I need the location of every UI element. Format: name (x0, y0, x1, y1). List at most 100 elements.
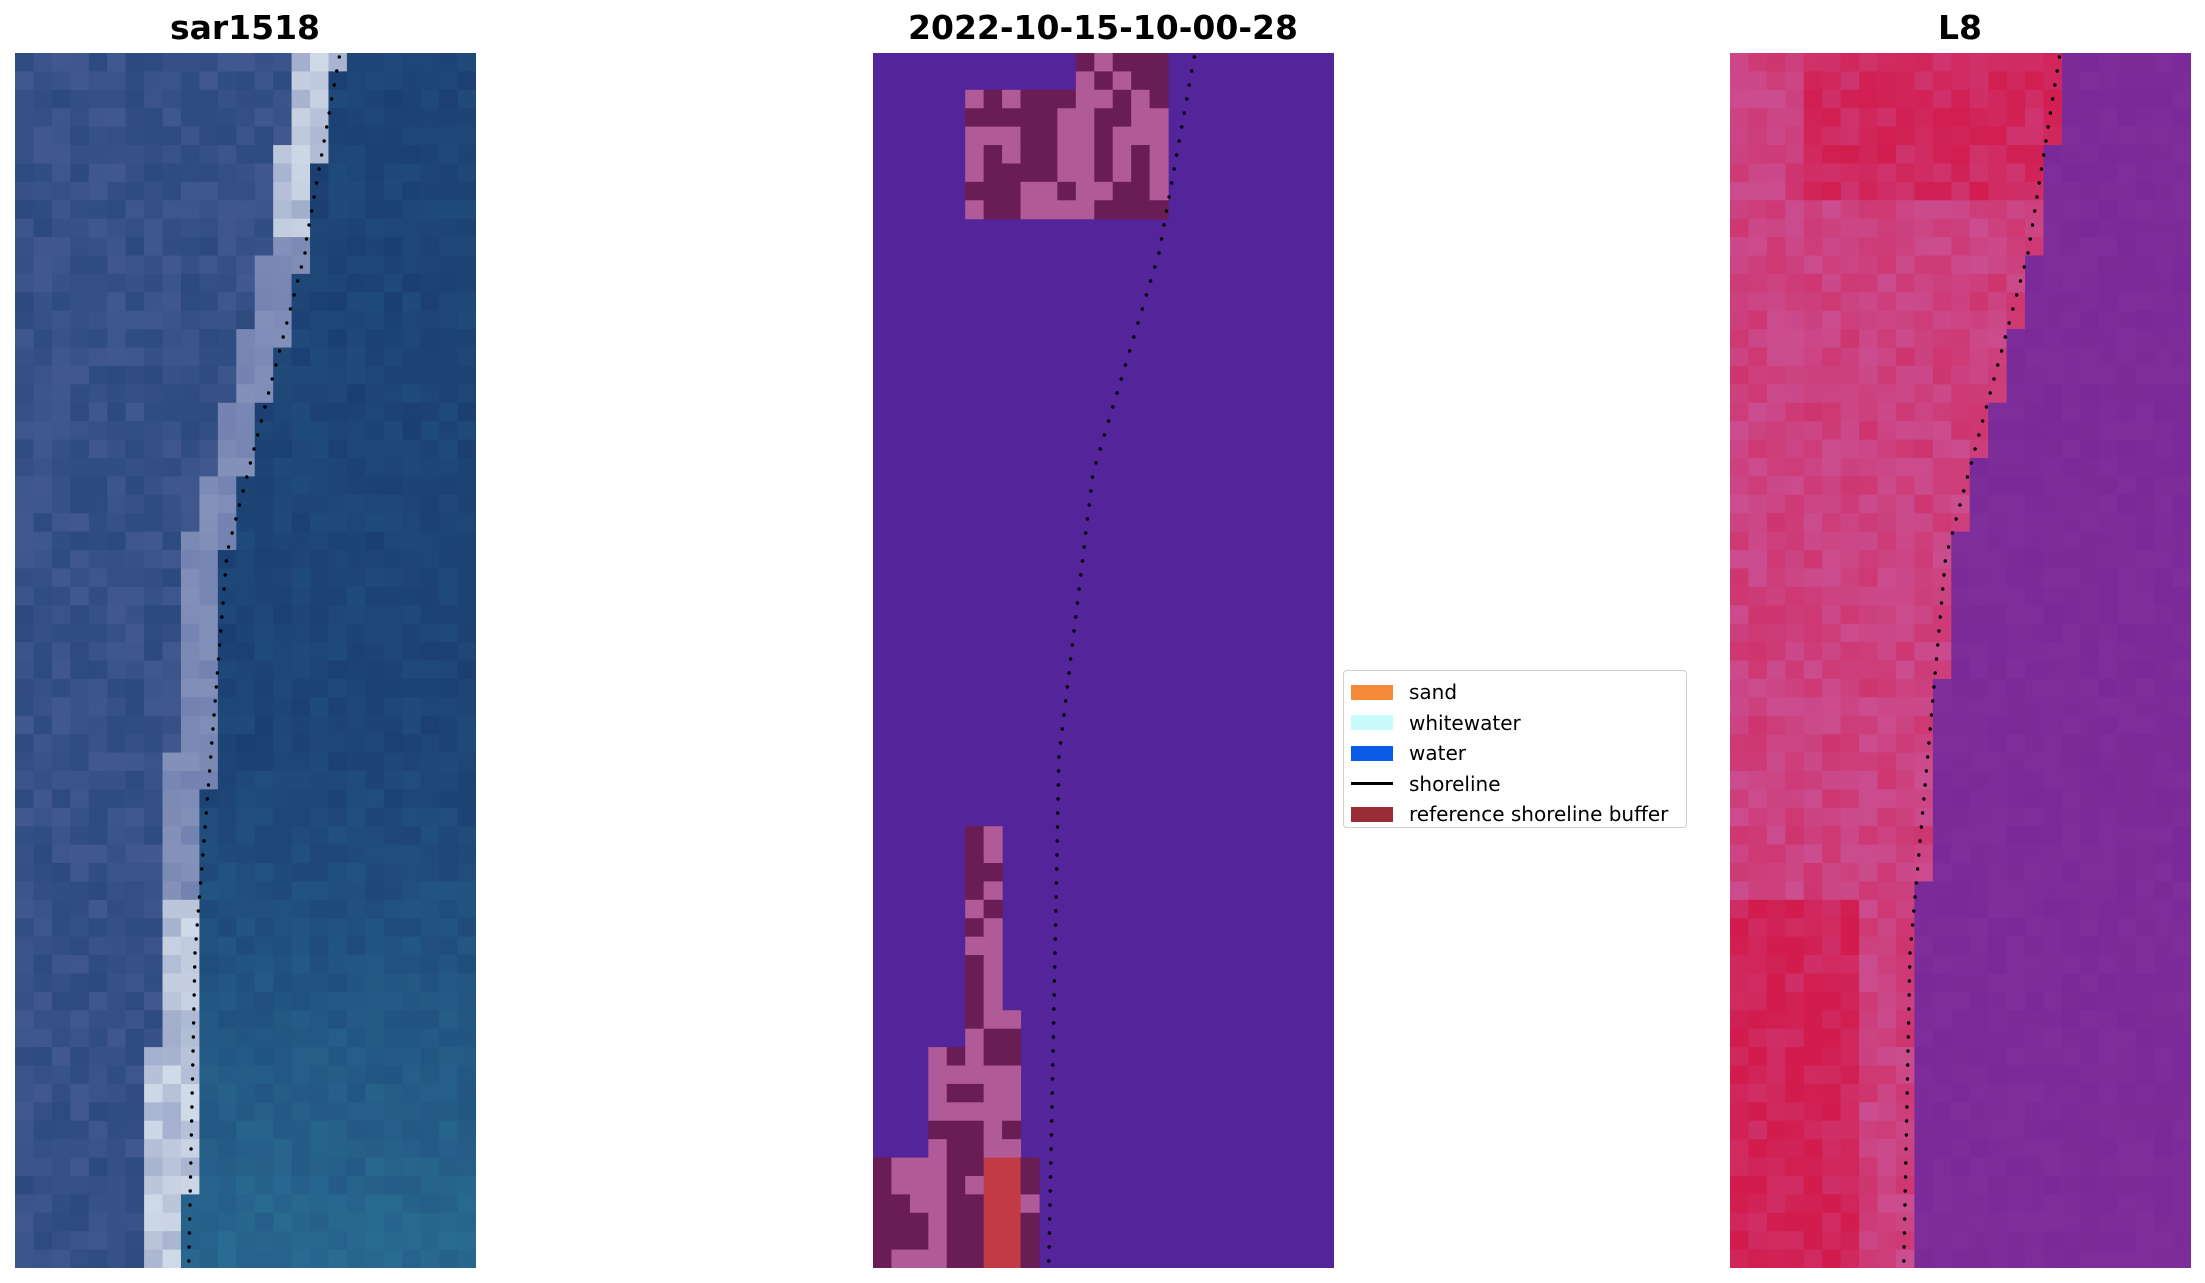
image-pixel (383, 402, 403, 422)
image-pixel (2061, 292, 2081, 312)
image-pixel (107, 1120, 127, 1140)
image-pixel (1988, 421, 2008, 441)
image-pixel (2135, 1102, 2155, 1122)
image-pixel (33, 292, 53, 312)
image-pixel (439, 126, 459, 146)
image-pixel (1932, 770, 1952, 790)
shoreline-point (1164, 209, 1169, 213)
shoreline-point (274, 363, 278, 367)
image-pixel (1822, 1175, 1842, 1195)
shoreline-point (1053, 965, 1057, 969)
image-pixel (2006, 1249, 2026, 1268)
image-pixel (383, 1249, 403, 1268)
image-pixel (402, 53, 422, 73)
image-pixel (70, 145, 90, 165)
image-pixel (1914, 752, 1934, 772)
image-pixel (1803, 310, 1823, 330)
image-pixel (1748, 531, 1768, 551)
image-pixel (291, 678, 311, 698)
image-pixel (1988, 218, 2008, 238)
shoreline-point (319, 153, 324, 157)
image-pixel (51, 1102, 71, 1122)
image-pixel (162, 163, 182, 183)
image-pixel (217, 494, 237, 514)
image-pixel (217, 807, 237, 827)
image-pixel (383, 1139, 403, 1159)
image-pixel (1803, 1139, 1823, 1159)
image-pixel (2135, 458, 2155, 478)
image-pixel (2098, 1102, 2118, 1122)
image-pixel (125, 1102, 145, 1122)
image-pixel (420, 863, 440, 883)
shoreline-point (1049, 1161, 1053, 1165)
image-pixel (1785, 991, 1805, 1011)
image-pixel (2080, 365, 2100, 385)
image-pixel (328, 899, 348, 919)
image-pixel (107, 568, 127, 588)
image-pixel (1969, 550, 1989, 570)
image-pixel (33, 605, 53, 625)
image-pixel (328, 108, 348, 128)
image-pixel (2025, 531, 2045, 551)
image-pixel (2006, 844, 2026, 864)
image-pixel (1803, 1212, 1823, 1232)
image-pixel (2061, 807, 2081, 827)
image-pixel (254, 955, 274, 975)
image-pixel (125, 310, 145, 330)
image-pixel (383, 1047, 403, 1067)
image-pixel (199, 255, 219, 275)
buffer-pixel (928, 1231, 948, 1251)
image-pixel (291, 108, 311, 128)
image-pixel (2154, 365, 2174, 385)
image-pixel (2154, 347, 2174, 367)
image-pixel (2172, 494, 2191, 514)
image-pixel (125, 863, 145, 883)
shoreline-point (1157, 251, 1161, 255)
image-pixel (2172, 826, 2191, 846)
shoreline-point (1048, 1189, 1052, 1193)
image-pixel (1988, 292, 2008, 312)
image-pixel (70, 991, 90, 1011)
image-pixel (1877, 789, 1897, 809)
shoreline-point (207, 769, 212, 773)
image-pixel (2117, 237, 2137, 257)
shoreline-point (215, 671, 220, 675)
image-pixel (107, 163, 127, 183)
image-pixel (1822, 145, 1842, 165)
image-pixel (365, 255, 385, 275)
image-pixel (254, 1249, 274, 1268)
image-pixel (2043, 384, 2063, 404)
image-pixel (2006, 550, 2026, 570)
image-pixel (1951, 476, 1971, 496)
image-pixel (291, 734, 311, 754)
image-pixel (1748, 752, 1768, 772)
image-pixel (2080, 697, 2100, 717)
image-pixel (199, 108, 219, 128)
image-pixel (1988, 402, 2008, 422)
image-pixel (1785, 789, 1805, 809)
image-pixel (2043, 881, 2063, 901)
shoreline-point (192, 979, 197, 983)
image-pixel (144, 1010, 164, 1030)
buffer-pixel (1002, 1120, 1022, 1140)
image-pixel (2061, 568, 2081, 588)
shoreline-point (1190, 69, 1194, 73)
image-pixel (1766, 108, 1786, 128)
image-pixel (162, 623, 182, 643)
image-pixel (15, 881, 35, 901)
buffer-pixel (891, 1157, 911, 1177)
image-pixel (1766, 1175, 1786, 1195)
image-pixel (199, 218, 219, 238)
image-pixel (328, 1231, 348, 1251)
image-pixel (2172, 642, 2191, 662)
image-pixel (402, 71, 422, 91)
image-pixel (2154, 568, 2174, 588)
image-pixel (383, 329, 403, 349)
image-pixel (1803, 200, 1823, 220)
image-pixel (2080, 1231, 2100, 1251)
image-pixel (236, 1157, 256, 1177)
image-pixel (273, 623, 293, 643)
image-pixel (346, 955, 366, 975)
image-pixel (273, 513, 293, 533)
image-pixel (236, 53, 256, 73)
